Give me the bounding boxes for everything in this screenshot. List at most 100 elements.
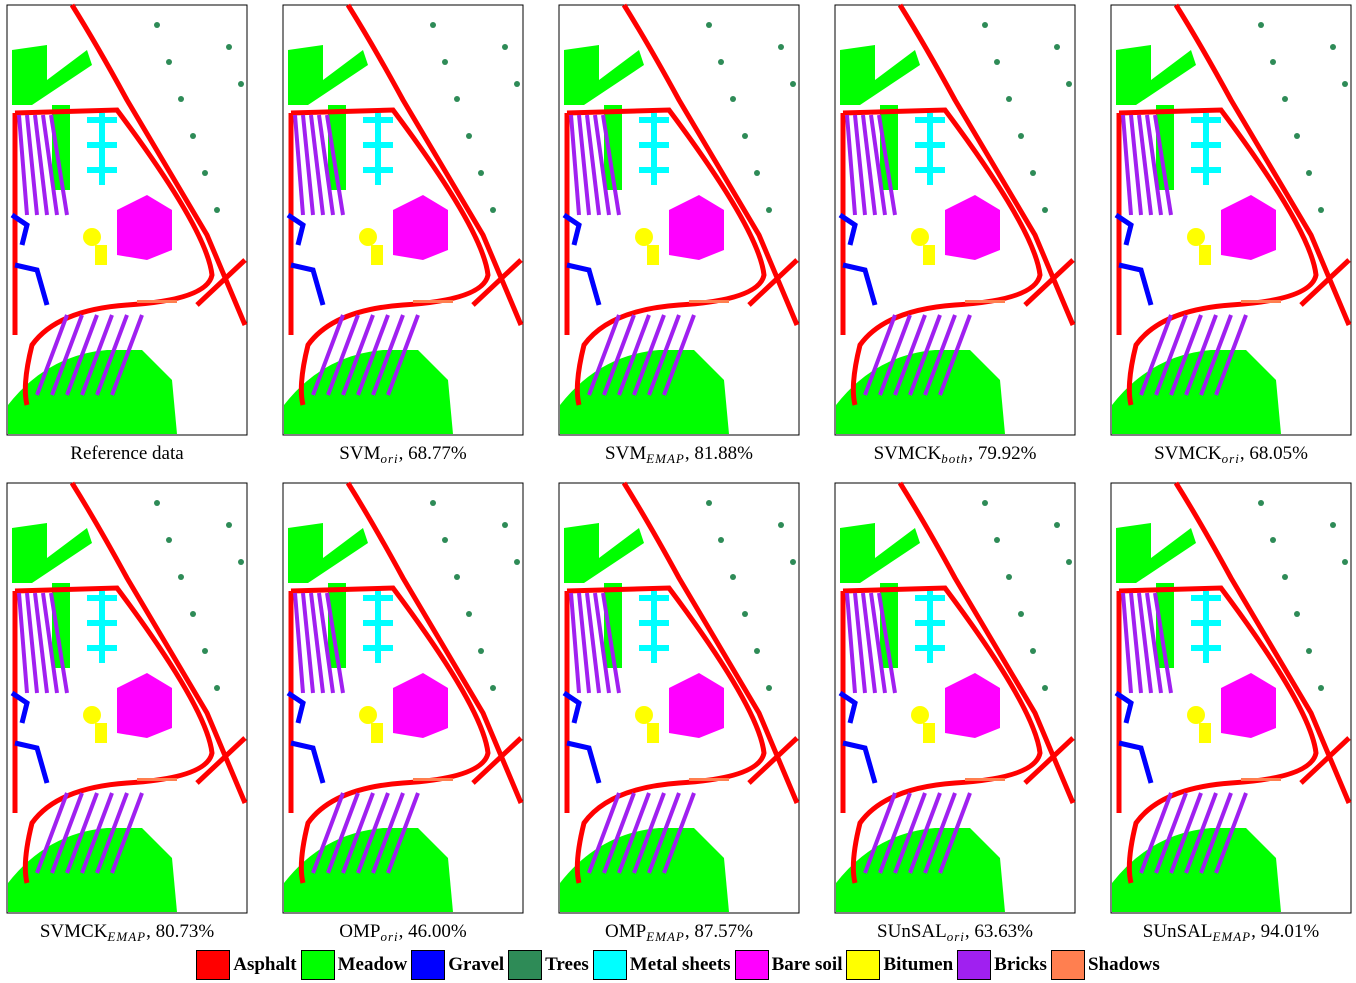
classification-map (559, 5, 799, 435)
legend-label: Bare soil (772, 954, 843, 976)
classification-map (559, 483, 799, 913)
legend-item: Metal sheets (593, 950, 731, 980)
trees (154, 500, 160, 506)
trees (226, 522, 232, 528)
caption-rest: , 46.00% (399, 921, 467, 942)
trees (454, 96, 460, 102)
map-caption: OMPEMAP, 87.57% (541, 921, 817, 945)
trees (706, 500, 712, 506)
trees (238, 81, 244, 87)
trees (1270, 59, 1276, 65)
bitumen (923, 723, 935, 743)
trees (778, 44, 784, 50)
shadows (1241, 300, 1281, 303)
legend-swatch (593, 950, 627, 980)
caption-rest: , 79.92% (968, 443, 1036, 464)
trees (202, 170, 208, 176)
bitumen (83, 706, 101, 724)
legend-swatch (735, 950, 769, 980)
trees (1042, 685, 1048, 691)
classification-map (7, 483, 247, 913)
trees (1066, 81, 1072, 87)
trees (502, 522, 508, 528)
legend-label: Bricks (994, 954, 1047, 976)
caption-name: SVM (605, 443, 646, 464)
trees (1258, 22, 1264, 28)
trees (214, 207, 220, 213)
caption-sub: EMAP (1212, 929, 1251, 944)
classification-map (1111, 5, 1351, 435)
trees (502, 44, 508, 50)
trees (1330, 522, 1336, 528)
trees (490, 685, 496, 691)
map-caption: SVMCKori, 68.05% (1093, 443, 1356, 467)
trees (178, 96, 184, 102)
legend-item: Trees (508, 950, 589, 980)
trees (718, 537, 724, 543)
map-caption: SUnSALEMAP, 94.01% (1093, 921, 1356, 945)
trees (1054, 44, 1060, 50)
trees (454, 574, 460, 580)
legend-label: Asphalt (233, 954, 296, 976)
trees (1006, 96, 1012, 102)
shadows (689, 300, 729, 303)
trees (1018, 133, 1024, 139)
caption-rest: , 94.01% (1251, 921, 1319, 942)
map-caption: OMPori, 46.00% (265, 921, 541, 945)
trees (190, 133, 196, 139)
shadows (137, 300, 177, 303)
bitumen (1199, 723, 1211, 743)
trees (982, 500, 988, 506)
trees (1018, 611, 1024, 617)
caption-rest: , 68.05% (1240, 443, 1308, 464)
trees (1258, 500, 1264, 506)
caption-rest: , 87.57% (685, 921, 753, 942)
legend-label: Shadows (1088, 954, 1160, 976)
caption-sub: both (941, 451, 968, 466)
caption-sub: EMAP (646, 451, 685, 466)
legend-item: Bricks (957, 950, 1047, 980)
classification-map (7, 5, 247, 435)
caption-sub: ori (380, 451, 398, 466)
bitumen (1187, 706, 1205, 724)
legend-label: Bitumen (883, 954, 953, 976)
trees (1294, 611, 1300, 617)
legend-item: Bitumen (846, 950, 953, 980)
legend-swatch (301, 950, 335, 980)
bitumen (923, 245, 935, 265)
trees (1282, 574, 1288, 580)
maps (0, 0, 1356, 940)
bitumen (647, 723, 659, 743)
legend-item: Bare soil (735, 950, 843, 980)
caption-name: SVMCK (1154, 443, 1222, 464)
bitumen (359, 228, 377, 246)
trees (1342, 559, 1348, 565)
trees (994, 59, 1000, 65)
bitumen (95, 245, 107, 265)
caption-name: SUnSAL (1143, 921, 1213, 942)
trees (742, 133, 748, 139)
map-caption: SVMCKboth, 79.92% (817, 443, 1093, 467)
trees (1294, 133, 1300, 139)
bitumen (1199, 245, 1211, 265)
trees (1042, 207, 1048, 213)
trees (1330, 44, 1336, 50)
legend-swatch (957, 950, 991, 980)
legend-item: Asphalt (196, 950, 296, 980)
shadows (137, 778, 177, 781)
bitumen (911, 228, 929, 246)
trees (154, 22, 160, 28)
legend-swatch (411, 950, 445, 980)
caption-name: SVMCK (40, 921, 108, 942)
legend-item: Meadow (301, 950, 408, 980)
trees (742, 611, 748, 617)
trees (982, 22, 988, 28)
legend-swatch (1051, 950, 1085, 980)
legend: AsphaltMeadow GravelTreesMetal sheets Bare… (0, 950, 1356, 980)
trees (190, 611, 196, 617)
bitumen (1187, 228, 1205, 246)
caption-name: SVMCK (874, 443, 942, 464)
legend-label: Gravel (448, 954, 504, 976)
caption-name: OMP (339, 921, 380, 942)
caption-name: SUnSAL (877, 921, 947, 942)
